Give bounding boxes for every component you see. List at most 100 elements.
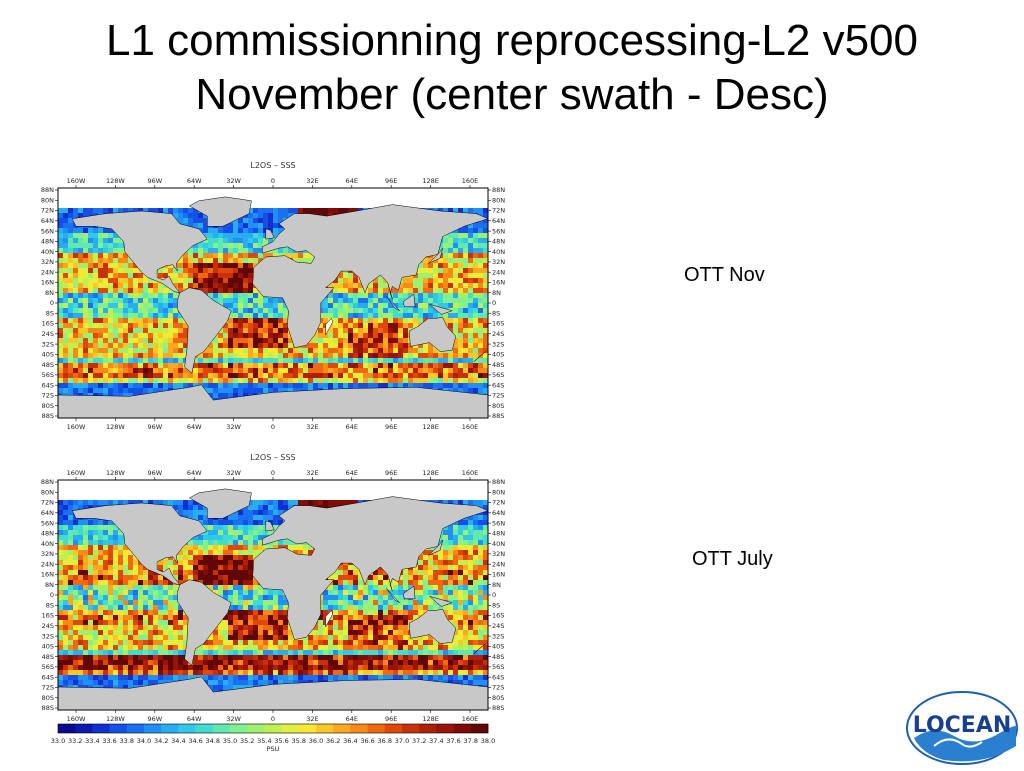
lat-tick-label-right: 80S — [492, 402, 504, 410]
colorbar-swatch — [247, 724, 265, 733]
colorbar-swatch — [196, 724, 214, 733]
lat-tick-label-left: 24N — [41, 268, 54, 276]
lat-tick-label-left: 72S — [42, 392, 54, 400]
slide-title-line2: November (center swath - Desc) — [0, 68, 1024, 122]
lat-tick-label-right: 64N — [492, 217, 505, 225]
lat-tick-label-left: 48N — [41, 530, 54, 538]
lat-tick-label-right: 16S — [492, 320, 504, 328]
lon-tick-label-bottom: 160E — [462, 423, 479, 431]
colorbar-label: 38.0 — [481, 737, 495, 745]
slide-title-line1: L1 commissionning reprocessing-L2 v500 — [0, 14, 1024, 68]
lat-tick-label-left: 24S — [42, 622, 54, 630]
label-ott-july: OTT July — [692, 548, 773, 571]
lat-tick-label-left: 88N — [41, 186, 54, 194]
colorbar-label: 34.0 — [137, 737, 151, 745]
locean-logo: LOCEAN — [904, 690, 1020, 766]
lat-tick-label-left: 32N — [41, 550, 54, 558]
colorbar-swatch — [127, 724, 145, 733]
lat-tick-label-right: 40N — [492, 540, 505, 548]
lat-tick-label-right: 24S — [492, 330, 504, 338]
lat-tick-label-right: 8S — [492, 601, 500, 609]
colorbar-label: 36.4 — [343, 737, 357, 745]
lat-tick-label-left: 80S — [42, 694, 54, 702]
lat-tick-label-right: 24N — [492, 268, 505, 276]
lat-tick-label-right: 8S — [492, 309, 500, 317]
lat-tick-label-right: 88S — [492, 412, 504, 420]
slide-title: L1 commissionning reprocessing-L2 v500 N… — [0, 14, 1024, 122]
lon-tick-label-bottom: 96W — [147, 423, 162, 431]
lat-tick-label-right: 72N — [492, 499, 505, 507]
lon-tick-label-top: 128W — [106, 469, 125, 477]
colorbar-label: 36.0 — [309, 737, 323, 745]
lat-tick-label-left: 8N — [45, 581, 54, 589]
colorbar-swatch — [75, 724, 93, 733]
lon-tick-label-top: 128E — [422, 469, 439, 477]
lon-tick-label-top: 128W — [106, 177, 125, 185]
lon-tick-label-bottom: 32E — [306, 423, 318, 431]
lat-tick-label-left: 72N — [41, 499, 54, 507]
colorbar-label: 35.6 — [274, 737, 288, 745]
lat-tick-label-left: 48N — [41, 238, 54, 246]
lat-tick-label-right: 40S — [492, 351, 504, 359]
colorbar-label: 33.0 — [51, 737, 65, 745]
lon-tick-label-top: 32E — [306, 469, 318, 477]
colorbar-label: 34.4 — [171, 737, 185, 745]
lat-tick-label-left: 0 — [50, 591, 54, 599]
lat-tick-label-left: 80S — [42, 402, 54, 410]
colorbar-swatch — [110, 724, 128, 733]
lon-tick-label-bottom: 32W — [226, 423, 241, 431]
lon-tick-label-top: 96W — [147, 177, 162, 185]
colorbar-label: 34.2 — [154, 737, 168, 745]
lat-tick-label-left: 32S — [42, 340, 54, 348]
colorbar-swatch — [264, 724, 282, 733]
lon-tick-label-top: 64E — [346, 469, 358, 477]
colorbar-label: 33.8 — [120, 737, 134, 745]
lat-tick-label-right: 40S — [492, 643, 504, 651]
colorbar-swatch — [316, 724, 334, 733]
lon-tick-label-top: 128E — [422, 177, 439, 185]
lat-tick-label-right: 8N — [492, 581, 501, 589]
lon-tick-label-top: 64E — [346, 177, 358, 185]
lat-tick-label-left: 88S — [42, 412, 54, 420]
lon-tick-label-bottom: 0 — [271, 423, 275, 431]
map-title: L2OS – SSS — [250, 161, 295, 170]
logo-wordmark: LOCEAN — [913, 713, 1012, 738]
colorbar-label: 34.6 — [188, 737, 202, 745]
colorbar-swatch — [178, 724, 196, 733]
lon-tick-label-top: 32W — [226, 469, 241, 477]
lon-tick-label-top: 160E — [462, 177, 479, 185]
label-ott-nov: OTT Nov — [684, 264, 765, 287]
lat-tick-label-left: 88S — [42, 704, 54, 712]
colorbar-label: 37.6 — [446, 737, 460, 745]
colorbar-label: 36.8 — [378, 737, 392, 745]
lat-tick-label-left: 48S — [42, 653, 54, 661]
lat-tick-label-left: 88N — [41, 478, 54, 486]
lon-tick-label-top: 64W — [187, 469, 202, 477]
lat-tick-label-right: 88N — [492, 186, 505, 194]
lat-tick-label-right: 24N — [492, 560, 505, 568]
lon-tick-label-top: 64W — [187, 177, 202, 185]
lat-tick-label-left: 56S — [42, 371, 54, 379]
lat-tick-label-right: 72S — [492, 684, 504, 692]
lat-tick-label-left: 16S — [42, 320, 54, 328]
lat-tick-label-left: 32S — [42, 632, 54, 640]
lat-tick-label-right: 32N — [492, 550, 505, 558]
colorbar-swatch — [161, 724, 179, 733]
lat-tick-label-right: 64N — [492, 509, 505, 517]
lat-tick-label-left: 72N — [41, 207, 54, 215]
lat-tick-label-right: 16N — [492, 571, 505, 579]
lat-tick-label-left: 16N — [41, 279, 54, 287]
map-title: L2OS – SSS — [250, 453, 295, 462]
colorbar-swatch — [471, 724, 489, 733]
lat-tick-label-left: 16S — [42, 612, 54, 620]
lat-tick-label-right: 0 — [492, 591, 496, 599]
lat-tick-label-left: 64N — [41, 509, 54, 517]
colorbar-label: 34.8 — [206, 737, 220, 745]
colorbar-swatch — [144, 724, 162, 733]
lat-tick-label-right: 72N — [492, 207, 505, 215]
colorbar-label: 35.4 — [257, 737, 271, 745]
colorbar-label: 37.8 — [464, 737, 478, 745]
lat-tick-label-right: 16N — [492, 279, 505, 287]
